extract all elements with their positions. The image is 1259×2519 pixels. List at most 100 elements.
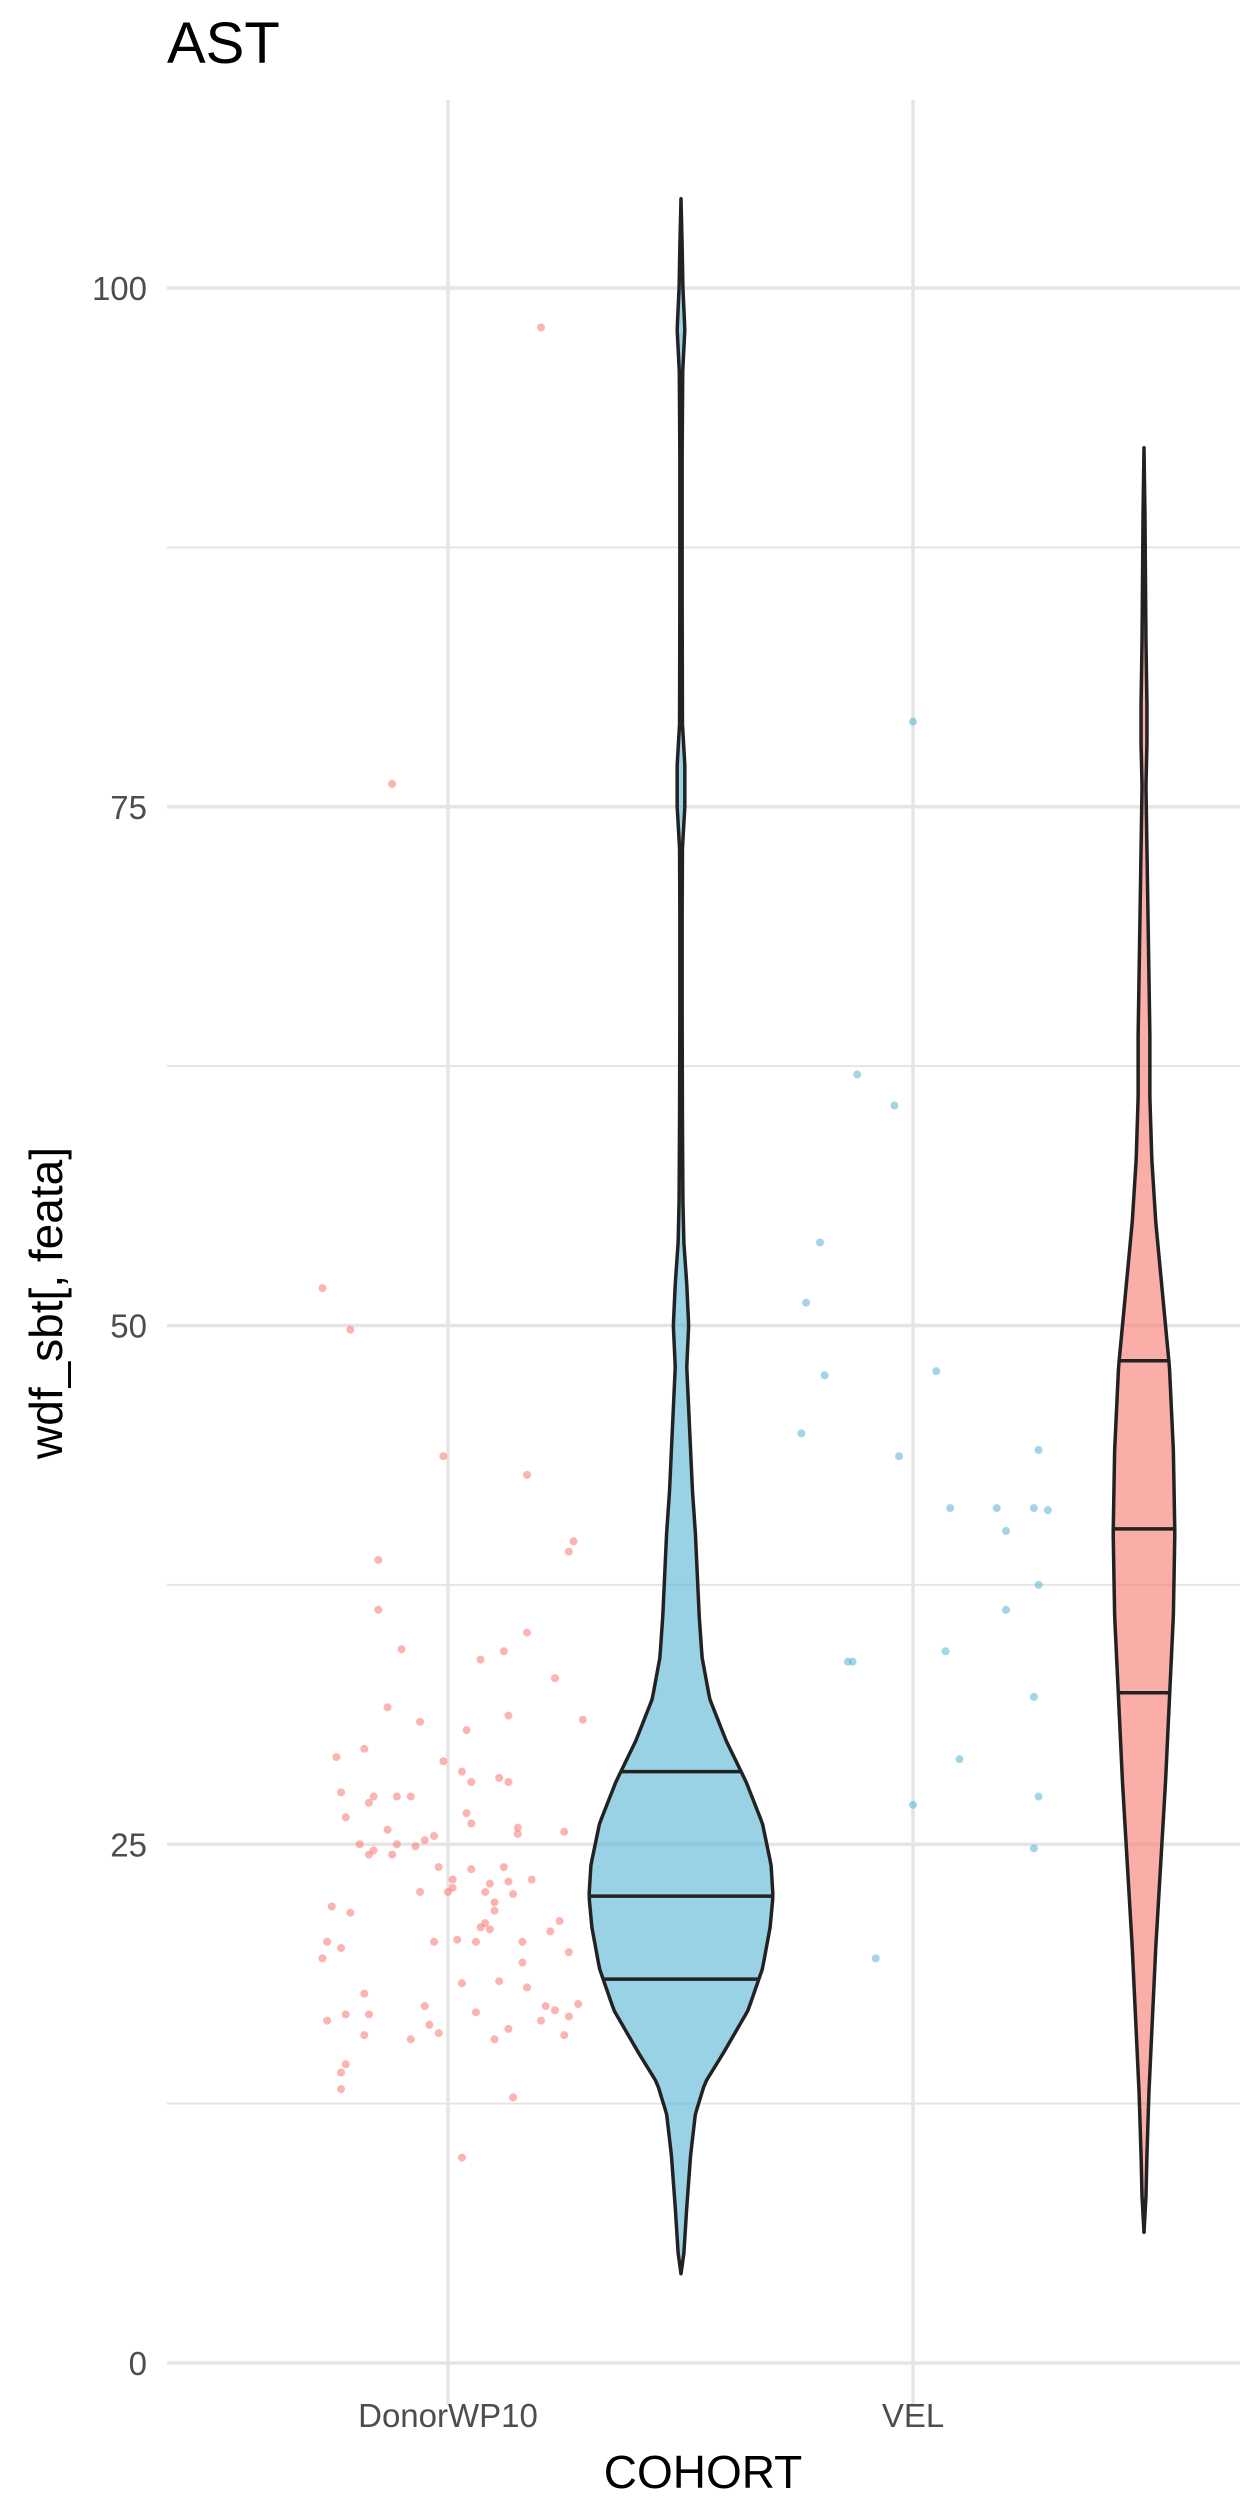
data-point (420, 1836, 429, 1845)
data-point (327, 1902, 336, 1911)
data-point (1029, 1692, 1038, 1701)
data-point (467, 1819, 476, 1828)
data-point (578, 1715, 587, 1724)
data-point (537, 2016, 545, 2025)
data-point (853, 1070, 862, 1079)
data-point (341, 2060, 350, 2069)
data-point (425, 2020, 434, 2029)
data-point (462, 1809, 471, 1818)
data-point (518, 1937, 527, 1946)
data-point (495, 1773, 504, 1782)
data-point (374, 1605, 383, 1614)
data-point (527, 1875, 536, 1884)
data-point (895, 1452, 904, 1461)
data-point (1002, 1526, 1010, 1535)
data-point (383, 1825, 392, 1834)
y-tick-label: 0 (129, 2345, 147, 2382)
data-point (318, 1284, 327, 1293)
data-point (509, 1890, 518, 1899)
data-point (457, 1979, 466, 1988)
data-point (932, 1367, 941, 1376)
data-point (360, 1744, 369, 1753)
y-axis-title: wdf_sbt[, feata] (20, 1147, 72, 1460)
data-point (513, 1829, 522, 1838)
data-point (537, 323, 545, 332)
data-point (550, 1674, 559, 1683)
y-tick-label: 100 (92, 270, 147, 307)
data-point (369, 1846, 378, 1855)
data-point (992, 1504, 1001, 1513)
data-point (439, 1452, 448, 1461)
data-point (504, 2024, 513, 2033)
data-point (374, 1555, 383, 1564)
data-point (495, 1977, 504, 1986)
data-point (499, 1647, 508, 1656)
data-point (406, 1792, 415, 1801)
data-point (504, 1778, 513, 1786)
data-point (941, 1647, 950, 1656)
data-point (797, 1429, 806, 1438)
data-point (392, 1840, 401, 1849)
data-point (318, 1954, 327, 1963)
data-point (946, 1504, 955, 1513)
data-point (871, 1954, 880, 1963)
violins (587, 197, 1177, 2276)
data-point (337, 2085, 346, 2094)
data-point (802, 1298, 811, 1307)
data-point (476, 1655, 485, 1664)
data-point (337, 1788, 346, 1797)
data-point (346, 1908, 355, 1917)
data-point (890, 1101, 899, 1110)
data-point (457, 1767, 466, 1776)
data-point (364, 1798, 373, 1807)
data-point (1029, 1844, 1038, 1853)
data-point (416, 1717, 425, 1726)
data-point (955, 1755, 964, 1764)
data-point (1034, 1446, 1043, 1454)
x-tick-label: VEL (882, 2397, 944, 2434)
data-point (341, 2010, 350, 2019)
data-point (513, 1823, 522, 1832)
data-point (397, 1645, 406, 1654)
data-point (909, 1800, 917, 1809)
data-point (1043, 1506, 1052, 1515)
data-point (332, 1753, 341, 1762)
data-point (1034, 1792, 1043, 1801)
data-point (346, 1325, 355, 1334)
data-point (564, 2012, 573, 2021)
data-point (471, 2008, 480, 2017)
data-point (481, 1919, 490, 1928)
grid-minor (167, 546, 1240, 2105)
y-tick-labels: 0 25 50 75 100 (92, 270, 147, 2382)
data-point (420, 2002, 429, 2011)
data-point (360, 1989, 369, 1998)
data-point (457, 2153, 466, 2162)
data-point (448, 1883, 457, 1892)
data-point (360, 2031, 369, 2040)
data-point (848, 1657, 857, 1666)
data-point (485, 1879, 494, 1888)
data-point (569, 1537, 578, 1546)
violin-body (587, 197, 775, 2276)
data-point (481, 1887, 490, 1896)
data-point (448, 1875, 457, 1884)
data-point (541, 2002, 550, 2011)
data-point (523, 1628, 532, 1637)
data-point (364, 2010, 373, 2019)
data-point (392, 1792, 401, 1801)
data-point (416, 1887, 425, 1896)
data-point (341, 1813, 350, 1822)
data-point (485, 1925, 494, 1934)
data-point (383, 1703, 392, 1712)
violin-body (1111, 446, 1177, 2235)
data-point (564, 1948, 573, 1957)
data-point (499, 1863, 508, 1872)
data-point (555, 1917, 564, 1926)
data-point (430, 1831, 439, 1840)
data-point (355, 1840, 364, 1849)
data-point (434, 2029, 443, 2038)
x-tick-label: DonorWP10 (358, 2397, 538, 2434)
data-point (337, 1944, 346, 1952)
x-tick-labels: DonorWP10 VEL (358, 2397, 944, 2434)
